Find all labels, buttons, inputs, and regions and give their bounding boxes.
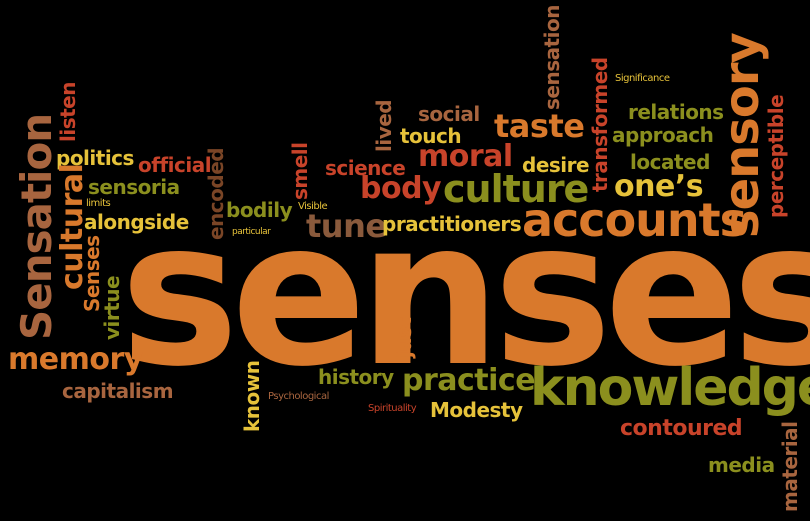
word-touch: touch bbox=[400, 124, 462, 148]
word-accounts: accounts bbox=[522, 193, 747, 247]
word-media: media bbox=[708, 453, 775, 477]
word-sensory: sensory bbox=[714, 33, 770, 238]
word-sensation-big: Sensation bbox=[12, 113, 61, 340]
word-limits: limits bbox=[86, 198, 111, 209]
word-material: material bbox=[778, 421, 802, 512]
word-perceptible: perceptible bbox=[764, 94, 788, 218]
word-taste: taste bbox=[494, 107, 585, 145]
word-social: social bbox=[418, 102, 480, 126]
word-moral: moral bbox=[418, 139, 513, 174]
word-located: located bbox=[630, 150, 710, 174]
word-relations: relations bbox=[628, 100, 724, 124]
word-capitalism: capitalism bbox=[62, 379, 174, 403]
word-known: known bbox=[240, 360, 264, 433]
word-transformed: transformed bbox=[588, 57, 612, 192]
word-body: body bbox=[360, 171, 442, 206]
word-desire: desire bbox=[522, 153, 590, 177]
word-senses: senses bbox=[120, 178, 810, 411]
word-modesty: Modesty bbox=[430, 398, 523, 422]
word-smell: smell bbox=[288, 142, 312, 200]
word-history: history bbox=[318, 365, 394, 389]
word-ones: one’s bbox=[614, 169, 704, 204]
word-politics: politics bbox=[56, 146, 134, 170]
word-official: official bbox=[138, 153, 212, 177]
word-lived: lived bbox=[372, 99, 396, 152]
word-alongside: alongside bbox=[84, 210, 189, 234]
word-practice: practice bbox=[402, 363, 536, 398]
word-psychological: Psychological bbox=[268, 391, 329, 402]
word-listen: listen bbox=[56, 82, 80, 142]
word-tune: tune bbox=[306, 207, 387, 245]
word-knowledge: knowledge bbox=[530, 358, 810, 418]
word-visible: Visible bbox=[298, 201, 328, 212]
word-approach: approach bbox=[612, 123, 714, 147]
word-practitioners: practitioners bbox=[382, 212, 522, 236]
word-sensation-v: sensation bbox=[540, 4, 564, 110]
word-bodily: bodily bbox=[226, 198, 293, 222]
word-sensoria: sensoria bbox=[88, 175, 180, 199]
word-memory: memory bbox=[8, 342, 143, 377]
word-culture: culture bbox=[443, 167, 589, 211]
word-spirituality: Spirituality bbox=[368, 403, 417, 414]
word-particular: particular bbox=[232, 227, 271, 237]
word-just: just bbox=[392, 317, 416, 358]
word-science: science bbox=[325, 156, 406, 180]
word-contoured: contoured bbox=[620, 416, 743, 441]
word-virtue: virtue bbox=[100, 275, 124, 340]
word-senses-small: Senses bbox=[80, 235, 104, 312]
word-encoded: encoded bbox=[204, 147, 228, 240]
word-significance: Significance bbox=[615, 73, 670, 84]
